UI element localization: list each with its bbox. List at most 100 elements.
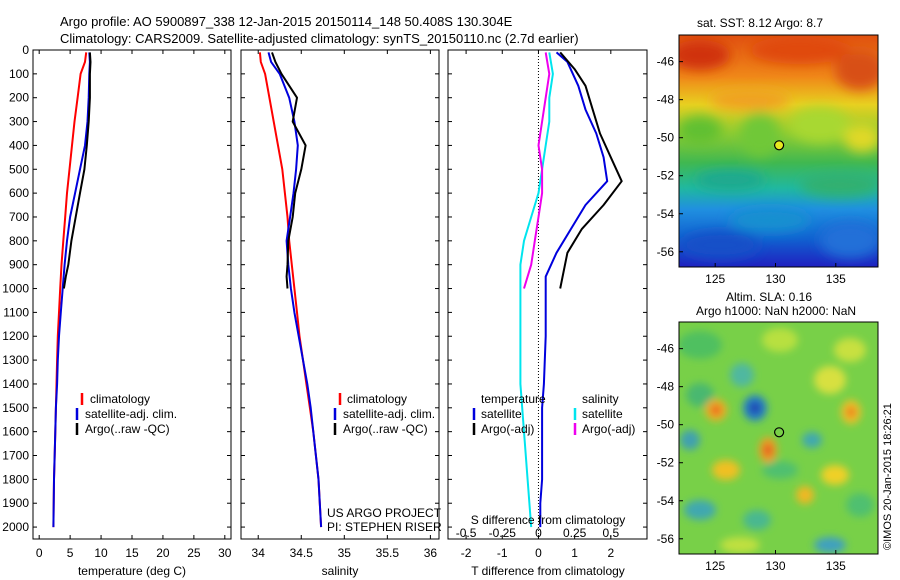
salinity-difference-label: S difference from climatology [471, 513, 626, 527]
map-y-tick-label: -48 [657, 93, 675, 107]
depth-tick-label: 700 [9, 210, 29, 224]
argo-position-marker [774, 427, 785, 438]
credit-timestamp: ©IMOS 20-Jan-2015 18:26:21 [882, 403, 894, 550]
map-x-tick-label: 130 [765, 559, 785, 573]
profile-line-temperature [52, 52, 91, 528]
legend-s-argo: Argo(-adj) [582, 422, 635, 436]
profile-line-difference [559, 51, 623, 289]
map-x-tick-label: 125 [705, 559, 725, 573]
depth-tick-label: 1200 [2, 329, 29, 343]
temperature-x-axis: 0 5 10 15 20 25 30 [36, 50, 232, 560]
depth-tick-label: 1100 [3, 305, 29, 319]
depth-tick-label: 1700 [2, 449, 29, 463]
legend-satellite-adj: satellite-adj. clim. [343, 407, 435, 421]
profile-line-difference [539, 51, 609, 528]
depth-tick-label: 1300 [2, 353, 29, 367]
argo-position-marker [774, 140, 785, 151]
figure-title-line1: Argo profile: AO 5900897_338 12-Jan-2015… [60, 14, 513, 29]
temperature-legend: climatology satellite-adj. clim. Argo(..… [75, 392, 177, 436]
profile-line-temperature [62, 52, 92, 289]
depth-tick-label: 800 [9, 234, 29, 248]
salinity-x-axis: 34 34.5 35 35.5 36 [252, 50, 438, 560]
sla-map-axes: 125 130 135 -46 -48 -50 -52 -54 -56 [657, 342, 846, 573]
figure-title-line2: Climatology: CARS2009. Satellite-adjuste… [60, 31, 579, 46]
legend-t-argo: Argo(-adj) [481, 422, 534, 436]
map-x-tick-label: 125 [705, 272, 725, 286]
x-tick-label: 0 [535, 546, 542, 560]
x-tick-label: 20 [156, 546, 170, 560]
x-tick-label: 0 [36, 546, 43, 560]
salinity-x-label: salinity [322, 564, 359, 578]
x-tick-label: 34.5 [290, 546, 314, 560]
depth-axis: 0 100 200 300 400 500 600 700 800 900 1000 1100 1200… [2, 43, 647, 534]
sla-map [679, 322, 878, 554]
map-x-tick-label: 135 [826, 559, 846, 573]
depth-tick-label: 1800 [2, 472, 29, 486]
map-x-tick-label: 135 [826, 272, 846, 286]
legend-climatology: climatology [347, 392, 407, 406]
map-y-tick-label: -48 [657, 380, 675, 394]
depth-tick-label: 200 [9, 91, 29, 105]
depth-tick-label: 2000 [2, 520, 29, 534]
map-y-tick-label: -54 [657, 494, 675, 508]
legend-satellite-adj: satellite-adj. clim. [85, 407, 177, 421]
x-tick-label: 10 [94, 546, 108, 560]
x-tick-label: 25 [187, 546, 201, 560]
depth-tick-label: 1000 [2, 282, 29, 296]
depth-tick-label: 1600 [2, 425, 29, 439]
x-tick-label: 1 [571, 546, 578, 560]
sla-map-frame [678, 321, 879, 555]
x-tick-label: 34 [252, 546, 266, 560]
map-x-tick-label: 130 [765, 272, 785, 286]
legend-temperature-heading: temperature [481, 392, 546, 406]
legend-t-satellite: satellite [481, 407, 522, 421]
sst-map-title: sat. SST: 8.12 Argo: 8.7 [697, 16, 823, 30]
x-tick-label: 15 [125, 546, 139, 560]
map-y-tick-label: -50 [657, 418, 675, 432]
s-diff-tick-label: -0.5 [456, 526, 477, 540]
sst-map-frame [678, 34, 879, 268]
pi-label: PI: STEPHEN RISER [327, 520, 442, 534]
sla-map-title: Altim. SLA: 0.16 [726, 290, 812, 304]
s-diff-tick-label: -0.25 [489, 526, 517, 540]
legend-salinity-heading: salinity [582, 392, 619, 406]
x-tick-label: 5 [67, 546, 74, 560]
salinity-plot-frame [240, 49, 440, 540]
profile-line-salinity [271, 52, 307, 289]
depth-tick-label: 100 [9, 67, 29, 81]
legend-climatology: climatology [90, 392, 150, 406]
x-tick-label: 30 [218, 546, 232, 560]
map-y-tick-label: -56 [657, 245, 675, 259]
depth-tick-label: 1900 [2, 496, 29, 510]
map-y-tick-label: -52 [657, 456, 675, 470]
map-y-tick-label: -46 [657, 55, 675, 69]
s-diff-tick-label: 0.25 [563, 526, 587, 540]
map-y-tick-label: -54 [657, 207, 675, 221]
depth-tick-label: 300 [9, 115, 29, 129]
sst-map [679, 35, 878, 267]
x-tick-label: 35 [338, 546, 352, 560]
depth-tick-label: 500 [9, 162, 29, 176]
depth-tick-label: 0 [22, 43, 29, 57]
x-tick-label: 36 [424, 546, 438, 560]
depth-tick-label: 600 [9, 186, 29, 200]
depth-tick-label: 400 [9, 138, 29, 152]
profile-lines [52, 51, 623, 528]
x-tick-label: -2 [461, 546, 472, 560]
depth-tick-label: 1500 [2, 401, 29, 415]
x-tick-label: 2 [607, 546, 614, 560]
legend-s-satellite: satellite [582, 407, 623, 421]
x-tick-label: -1 [497, 546, 508, 560]
project-label: US ARGO PROJECT [327, 506, 442, 520]
difference-legend: temperature satellite Argo(-adj) salinit… [472, 392, 635, 436]
x-tick-label: 35.5 [376, 546, 400, 560]
map-y-tick-label: -50 [657, 131, 675, 145]
legend-argo: Argo(..raw -QC) [343, 422, 428, 436]
profile-line-difference [523, 52, 551, 289]
depth-tick-label: 900 [9, 258, 29, 272]
difference-x-label: T difference from climatology [471, 564, 625, 578]
map-y-tick-label: -56 [657, 532, 675, 546]
map-y-tick-label: -52 [657, 169, 675, 183]
